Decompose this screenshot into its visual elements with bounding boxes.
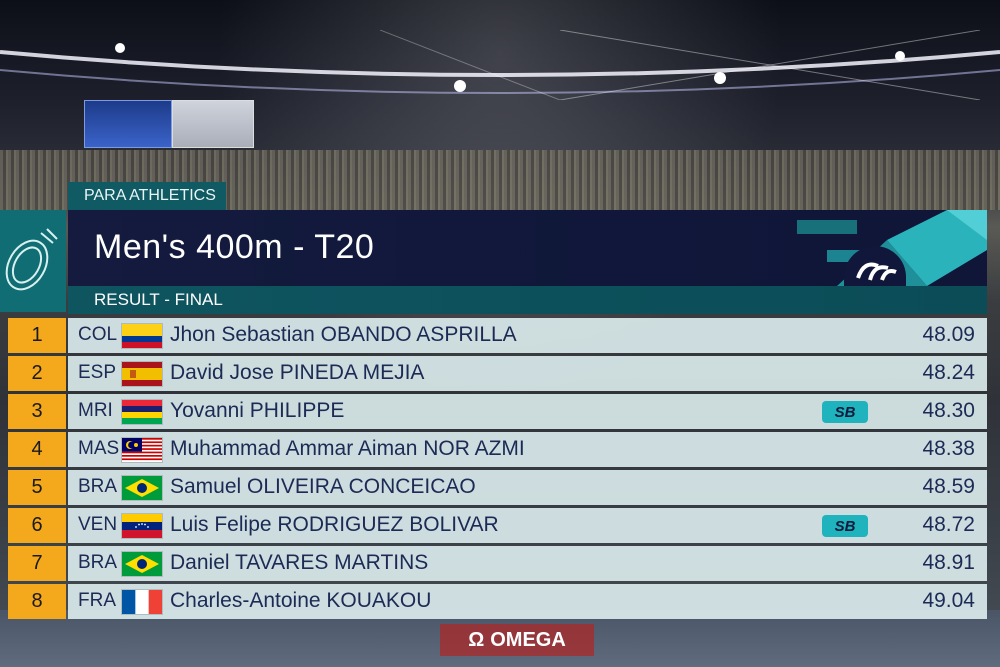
result-time: 48.59 — [922, 475, 975, 498]
row-body: FRA Charles-Antoine KOUAKOU 49.04 — [68, 584, 987, 619]
omega-sponsor-logo: Ω OMEGA — [440, 624, 594, 656]
results-list: 1 COL Jhon Sebastian OBANDO ASPRILLA 48.… — [0, 318, 1000, 622]
result-time: 49.04 — [922, 589, 975, 612]
event-title: Men's 400m - T20 — [94, 228, 375, 266]
result-row: 2 ESP David Jose PINEDA MEJIA 48.24 — [0, 356, 1000, 391]
result-time: 48.72 — [922, 513, 975, 536]
result-time: 48.24 — [922, 361, 975, 384]
rank: 3 — [8, 394, 66, 429]
row-body: COL Jhon Sebastian OBANDO ASPRILLA 48.09 — [68, 318, 987, 353]
stadium-lights — [0, 30, 1000, 100]
athlete-name: David Jose PINEDA MEJIA — [170, 361, 425, 384]
category-tab: PARA ATHLETICS — [68, 182, 226, 210]
country-code: MRI — [78, 400, 113, 421]
result-row: 5 BRA Samuel OLIVEIRA CONCEICAO 48.59 — [0, 470, 1000, 505]
athlete-name: Samuel OLIVEIRA CONCEICAO — [170, 475, 476, 498]
rank: 5 — [8, 470, 66, 505]
athlete-name: Jhon Sebastian OBANDO ASPRILLA — [170, 323, 517, 346]
rank: 8 — [8, 584, 66, 619]
track-emblem-icon — [0, 210, 66, 312]
country-code: ESP — [78, 362, 117, 383]
row-body: VEN Luis Felipe RODRIGUEZ BOLIVAR SB 48.… — [68, 508, 987, 543]
spain-flag-icon — [122, 362, 162, 386]
stadium-scoreboard-screen — [84, 100, 172, 148]
row-body: BRA Daniel TAVARES MARTINS 48.91 — [68, 546, 987, 581]
france-flag-icon — [122, 590, 162, 614]
athlete-name: Luis Felipe RODRIGUEZ BOLIVAR — [170, 513, 499, 536]
paralympic-agitos-logo — [844, 246, 906, 288]
result-row: 1 COL Jhon Sebastian OBANDO ASPRILLA 48.… — [0, 318, 1000, 353]
colombia-flag-icon — [122, 324, 162, 348]
venezuela-flag-icon — [122, 514, 162, 538]
rank: 7 — [8, 546, 66, 581]
row-body: MRI Yovanni PHILIPPE SB 48.30 — [68, 394, 987, 429]
rank: 1 — [8, 318, 66, 353]
result-row: 7 BRA Daniel TAVARES MARTINS 48.91 — [0, 546, 1000, 581]
brazil-flag-icon — [122, 552, 162, 576]
result-row: 8 FRA Charles-Antoine KOUAKOU 49.04 — [0, 584, 1000, 619]
country-code: FRA — [78, 590, 116, 611]
athlete-name: Muhammad Ammar Aiman NOR AZMI — [170, 437, 525, 460]
result-row: 4 MAS Muhammad Ammar Aiman NOR AZMI 48.3… — [0, 432, 1000, 467]
country-code: BRA — [78, 476, 118, 497]
mauritius-flag-icon — [122, 400, 162, 424]
country-code: BRA — [78, 552, 118, 573]
sponsor-name: OMEGA — [490, 628, 566, 651]
season-best-badge: SB — [822, 401, 868, 423]
result-time: 48.30 — [922, 399, 975, 422]
result-time: 48.91 — [922, 551, 975, 574]
result-row: 3 MRI Yovanni PHILIPPE SB 48.30 — [0, 394, 1000, 429]
rank: 6 — [8, 508, 66, 543]
athlete-name: Daniel TAVARES MARTINS — [170, 551, 429, 574]
stadium-video-screen — [172, 100, 254, 148]
omega-symbol-icon: Ω — [468, 628, 485, 651]
result-row: 6 VEN Luis Felipe RODRIGUEZ BOLIVAR SB 4… — [0, 508, 1000, 543]
malaysia-flag-icon — [122, 438, 162, 462]
result-subtitle: RESULT - FINAL — [68, 286, 987, 314]
brazil-flag-icon — [122, 476, 162, 500]
rank: 2 — [8, 356, 66, 391]
country-code: MAS — [78, 438, 120, 459]
rank: 4 — [8, 432, 66, 467]
country-code: VEN — [78, 514, 118, 535]
result-time: 48.38 — [922, 437, 975, 460]
season-best-badge: SB — [822, 515, 868, 537]
row-body: ESP David Jose PINEDA MEJIA 48.24 — [68, 356, 987, 391]
row-body: BRA Samuel OLIVEIRA CONCEICAO 48.59 — [68, 470, 987, 505]
row-body: MAS Muhammad Ammar Aiman NOR AZMI 48.38 — [68, 432, 987, 467]
result-time: 48.09 — [922, 323, 975, 346]
athlete-name: Charles-Antoine KOUAKOU — [170, 589, 432, 612]
athlete-name: Yovanni PHILIPPE — [170, 399, 345, 422]
title-bar: Men's 400m - T20 — [68, 210, 987, 286]
country-code: COL — [78, 324, 118, 345]
